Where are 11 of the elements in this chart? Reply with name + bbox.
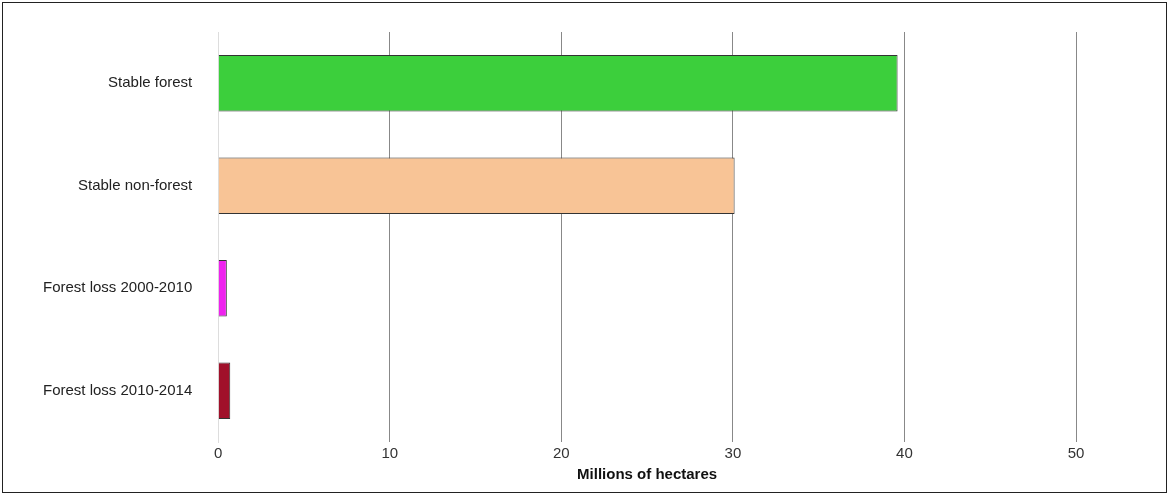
x-tick-label: 30 — [724, 444, 742, 462]
y-tick-label: Stable non-forest — [78, 175, 194, 193]
x-axis-title: Millions of hectares — [577, 465, 718, 483]
x-tick-label: 0 — [214, 444, 223, 462]
x-tick-label: 10 — [381, 444, 399, 462]
y-tick-label: Forest loss 2000-2010 — [42, 278, 193, 296]
y-tick-label: Forest loss 2010-2014 — [42, 380, 193, 398]
y-tick-label: Stable forest — [108, 73, 194, 91]
x-tick-label: 50 — [1067, 444, 1085, 462]
x-tick-label: 20 — [553, 444, 570, 462]
x-tick-label: 40 — [896, 444, 913, 462]
